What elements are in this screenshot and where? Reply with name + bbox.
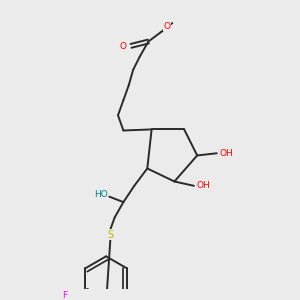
Text: OH: OH bbox=[220, 149, 233, 158]
Text: O: O bbox=[163, 22, 170, 31]
Text: S: S bbox=[107, 230, 113, 240]
Text: HO: HO bbox=[94, 190, 107, 199]
Text: OH: OH bbox=[197, 181, 211, 190]
Text: O: O bbox=[120, 43, 127, 52]
Text: F: F bbox=[62, 291, 67, 300]
